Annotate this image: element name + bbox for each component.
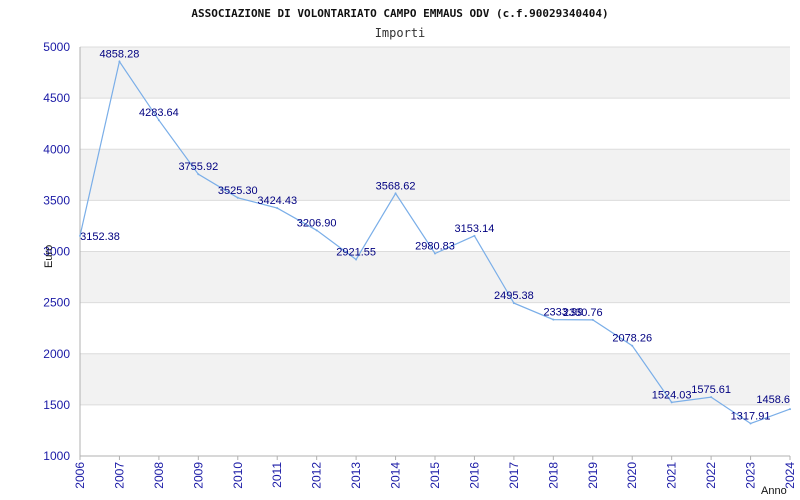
data-point [591, 318, 594, 321]
data-point [670, 401, 673, 404]
x-tick-label: 2019 [586, 462, 600, 489]
grid-band [80, 251, 790, 303]
x-tick-label: 2012 [310, 462, 324, 489]
x-tick-label: 2018 [546, 462, 560, 489]
y-tick-label: 3000 [43, 245, 70, 259]
chart-subtitle: Importi [375, 26, 426, 40]
data-label: 3424.43 [257, 195, 297, 207]
x-axis-label: Anno [761, 485, 787, 497]
data-point [789, 408, 791, 411]
x-tick-label: 2016 [467, 462, 481, 489]
data-label: 1458.6 [756, 394, 790, 406]
data-label: 3206.90 [297, 217, 337, 229]
axes [79, 47, 791, 460]
y-tick-labels: 1000 1500 2000 2500 3000 3500 4000 4500 5000 [43, 40, 70, 463]
data-point [631, 344, 634, 347]
data-label: 2078.26 [612, 333, 652, 345]
data-label: 3152.38 [80, 231, 120, 243]
x-tick-label: 2021 [665, 462, 679, 489]
y-axis-label: Euro [43, 245, 55, 268]
data-point [512, 302, 515, 305]
grid-band [80, 47, 790, 99]
data-point [236, 196, 239, 199]
grid-bands [80, 47, 790, 456]
data-label: 2330.76 [563, 307, 603, 319]
data-point [157, 119, 160, 122]
data-point [434, 252, 436, 255]
data-point [749, 422, 752, 425]
data-point [118, 60, 121, 63]
data-label: 1317.91 [731, 410, 771, 422]
data-label: 3568.62 [376, 180, 416, 192]
data-labels: 3152.38 4858.28 4283.64 3755.923525.303424.… [80, 48, 790, 422]
grid-band [80, 302, 790, 354]
data-label: 1524.03 [652, 389, 692, 401]
grid-band [80, 149, 790, 201]
data-label: 2921.55 [336, 247, 376, 259]
x-tick-label: 2006 [73, 462, 87, 489]
data-label: 4858.28 [100, 48, 140, 60]
x-tick-label: 2009 [191, 462, 205, 489]
series-line [79, 60, 791, 425]
y-tick-label: 1500 [43, 398, 70, 412]
data-label: 4283.64 [139, 107, 179, 119]
x-tick-label: 2007 [112, 462, 126, 489]
y-tick-label: 3500 [43, 193, 70, 207]
x-tick-labels: 2006 2007 2008 2009 2010 2011 2012 2013 2014 2015… [73, 462, 797, 489]
x-tick-label: 2010 [231, 462, 245, 489]
data-label: 1575.61 [691, 384, 731, 396]
grid-band [80, 353, 790, 405]
data-label: 3525.30 [218, 185, 258, 197]
x-tick-label: 2013 [349, 462, 363, 489]
data-point [276, 207, 279, 210]
x-tick-label: 2022 [704, 462, 718, 489]
x-tick-label: 2017 [507, 462, 521, 489]
data-label: 2495.38 [494, 290, 534, 302]
data-point [394, 192, 397, 195]
y-tick-label: 1000 [43, 449, 70, 463]
chart-title: ASSOCIAZIONE DI VOLONTARIATO CAMPO EMMAU… [191, 7, 608, 20]
data-point [315, 229, 318, 232]
x-tick-label: 2023 [744, 462, 758, 489]
data-label: 2980.83 [415, 240, 455, 252]
data-point [710, 396, 713, 399]
data-point [79, 234, 81, 237]
data-label: 2333.99 [543, 307, 583, 319]
y-tick-label: 5000 [43, 40, 70, 54]
data-label: 3755.92 [178, 161, 218, 173]
grid-band [80, 404, 790, 456]
x-tick-label: 2014 [389, 462, 403, 489]
y-tick-label: 2500 [43, 296, 70, 310]
data-label: 3153.14 [455, 223, 495, 235]
data-point [355, 258, 358, 261]
x-tick-label: 2015 [428, 462, 442, 489]
grid-band [80, 98, 790, 150]
data-point [473, 234, 476, 237]
x-tick-label: 2008 [152, 462, 166, 489]
x-tick-label: 2020 [625, 462, 639, 489]
x-tick-label: 2024 [783, 462, 797, 489]
y-tick-label: 4000 [43, 142, 70, 156]
y-tick-label: 4500 [43, 91, 70, 105]
grid-band [80, 200, 790, 252]
data-point [552, 318, 555, 321]
x-tick-label: 2011 [270, 462, 284, 488]
y-tick-label: 2000 [43, 347, 70, 361]
data-point [197, 173, 200, 176]
